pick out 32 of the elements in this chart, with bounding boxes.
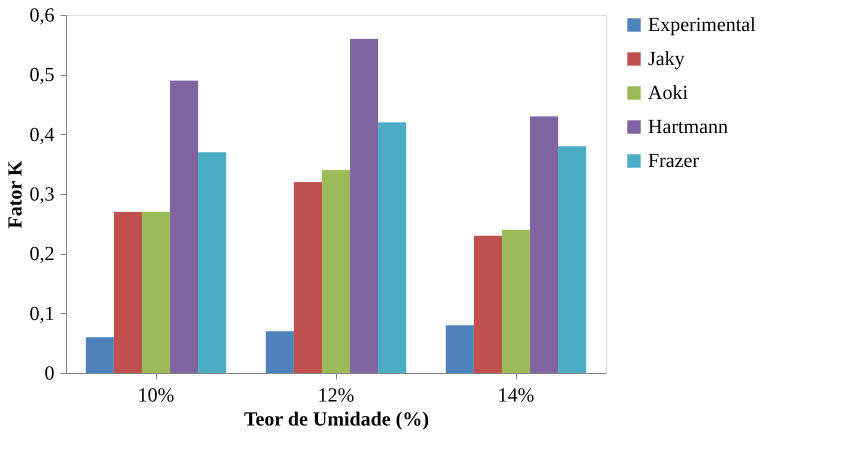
y-tick-label: 0,1 [30,302,54,325]
y-tick-label: 0 [44,362,54,384]
bar [266,331,294,373]
bar [530,116,558,373]
bar [350,38,378,373]
bar [378,122,406,373]
y-tick-label: 0,4 [30,124,54,146]
bar [198,152,226,373]
y-tick-label: 0,6 [30,4,54,26]
bar [170,80,198,373]
legend-label: Hartmann [648,116,728,138]
y-axis-title: Fator K [4,160,26,228]
bar [558,146,586,373]
bar [142,212,170,373]
bar [86,337,114,373]
bar [446,325,474,373]
x-tick-label: 14% [498,384,534,406]
x-axis-title: Teor de Umidade (%) [244,408,429,430]
bar [474,236,502,373]
bar [114,212,142,373]
bar [294,182,322,373]
y-tick-label: 0,2 [30,243,54,266]
legend-label: Experimental [648,14,756,36]
legend-label: Jaky [648,48,685,70]
legend-label: Aoki [648,82,688,104]
x-tick-label: 10% [138,384,174,406]
y-tick-label: 0,5 [30,64,54,86]
legend-label: Frazer [648,150,700,172]
y-tick-label: 0,3 [30,184,54,206]
x-tick-label: 12% [318,384,354,406]
bar [502,230,530,373]
bar [322,170,350,373]
